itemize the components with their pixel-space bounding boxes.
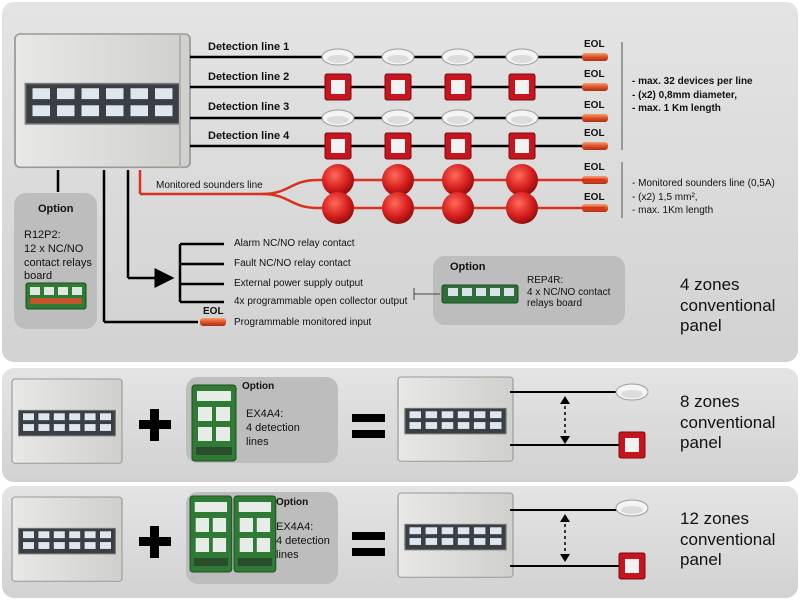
option-ex4a4-8-text: EX4A4: 4 detection lines xyxy=(246,408,300,449)
sounder-cables xyxy=(138,170,605,210)
equals-sign-12: = xyxy=(352,524,353,525)
r12p2-board xyxy=(25,282,87,310)
option-ex4a4-8-line-2: 4 detection xyxy=(246,421,300,434)
title-4-zones: 4 zones conventional panel xyxy=(680,275,775,337)
plus-sign-12: + xyxy=(140,524,141,525)
panel-12-equals xyxy=(352,532,385,556)
option-rep4r-text: REP4R: 4 x NC/NO contact relays board xyxy=(527,275,610,310)
sounders xyxy=(322,164,538,224)
title-12-zones: 12 zones conventional panel xyxy=(680,509,775,571)
sounder-note-length: - max. 1Km length xyxy=(632,205,714,216)
detection-note-devices: - max. 32 devices per line xyxy=(632,76,753,87)
option-rep4r-line-1: REP4R: xyxy=(527,275,564,286)
option-ex4a4-8-line-1: EX4A4: xyxy=(246,408,284,420)
option-ex4a4-12-text: EX4A4: 4 detection lines xyxy=(276,521,330,562)
detection-line-1-label: Detection line 1 xyxy=(208,41,290,53)
option-rep4r-line-2: 4 x NC/NO contact xyxy=(527,286,611,298)
eol-label-sounder-1: EOL xyxy=(584,162,605,173)
option-r12p2-line-3: contact relays xyxy=(24,256,92,269)
panel-8-equals xyxy=(352,414,385,438)
option-ex4a4-8-line-3: lines xyxy=(246,435,269,448)
eol-label-line-4: EOL xyxy=(584,128,605,139)
eol-label-line-2: EOL xyxy=(584,69,605,80)
option-r12p2-line-4: board xyxy=(24,270,53,283)
panel-12-before xyxy=(11,496,123,582)
sounders-line-label: Monitored sounders line xyxy=(156,180,263,191)
sounder-notes: - Monitored sounders line (0,5A) - (x2) … xyxy=(632,177,775,218)
title-8-zones: 8 zones conventional panel xyxy=(680,392,775,454)
output-power-supply: External power supply output xyxy=(234,278,363,289)
plus-sign-8: + xyxy=(140,406,141,407)
option-rep4r-title: Option xyxy=(450,261,486,273)
option-ex4a4-8-title: Option xyxy=(242,381,275,392)
title-4-zones-line-3: panel xyxy=(680,316,722,336)
title-12-zones-line-1: 12 zones xyxy=(680,509,749,528)
eol-label-line-1: EOL xyxy=(584,39,605,50)
eol-label-sounder-2: EOL xyxy=(584,192,605,203)
option-r12p2-title: Option xyxy=(38,203,74,215)
detection-line-3-label: Detection line 3 xyxy=(208,101,290,113)
option-ex4a4-12-line-1: EX4A4: xyxy=(276,521,314,533)
main-panel xyxy=(14,33,191,169)
output-fault-relay: Fault NC/NO relay contact xyxy=(234,258,351,269)
option-ex4a4-12-title: Option xyxy=(276,497,309,508)
panel-8-plus xyxy=(139,409,171,441)
sounder-note-section: - (x2) 1,5 mm², xyxy=(632,191,698,203)
option-r12p2-line-1: R12P2: xyxy=(24,229,61,241)
detection-line-2-label: Detection line 2 xyxy=(208,71,290,83)
output-open-collector: 4x programmable open collector output xyxy=(234,296,408,307)
panel-12-boards xyxy=(189,495,277,573)
panel-8-board xyxy=(191,384,237,462)
option-ex4a4-12-line-2: 4 detection xyxy=(276,534,330,547)
title-4-zones-line-2: conventional xyxy=(680,295,776,315)
eol-label-line-3: EOL xyxy=(584,100,605,111)
title-12-zones-line-2: conventional xyxy=(680,529,776,549)
panel-12-plus xyxy=(139,526,171,558)
output-alarm-relay: Alarm NC/NO relay contact xyxy=(234,238,355,249)
eol-label-input: EOL xyxy=(203,306,224,317)
equals-sign-8: = xyxy=(352,406,353,407)
option-r12p2-text: R12P2: 12 x NC/NO contact relays board xyxy=(24,229,92,284)
sounder-note-current: - Monitored sounders line (0,5A) xyxy=(632,178,775,189)
option-rep4r-line-3: relays board xyxy=(527,298,583,309)
input-monitored: Programmable monitored input xyxy=(234,317,372,328)
panel-12-after xyxy=(397,492,649,580)
panel-8-before xyxy=(11,378,123,464)
option-r12p2-line-2: 12 x NC/NO xyxy=(24,242,84,255)
detection-line-4-label: Detection line 4 xyxy=(208,130,290,142)
detection-note-length: - max. 1 Km length xyxy=(632,103,721,114)
panel-8-after xyxy=(397,376,649,462)
title-12-zones-line-3: panel xyxy=(680,550,722,570)
title-4-zones-line-1: 4 zones xyxy=(680,275,740,294)
detection-notes: - max. 32 devices per line - (x2) 0,8mm … xyxy=(632,75,753,116)
title-8-zones-line-2: conventional xyxy=(680,412,776,432)
output-cables xyxy=(56,170,224,324)
detection-note-diameter: - (x2) 0,8mm diameter, xyxy=(632,89,738,101)
title-8-zones-line-1: 8 zones xyxy=(680,392,740,411)
option-ex4a4-12-line-3: lines xyxy=(276,548,299,561)
title-8-zones-line-3: panel xyxy=(680,433,722,453)
rep4r-link xyxy=(413,284,519,304)
